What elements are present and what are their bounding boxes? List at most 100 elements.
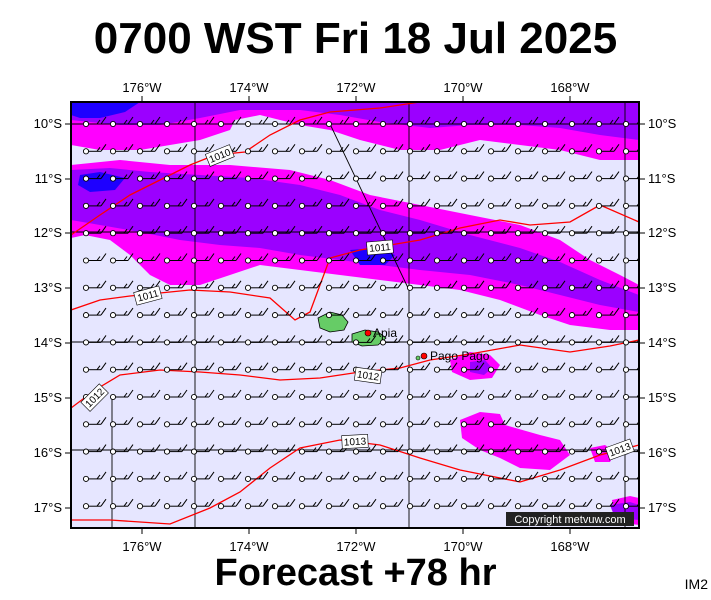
wind-barb-feather — [447, 474, 452, 480]
wind-barb-station — [217, 393, 225, 401]
wind-barb-feather — [289, 444, 296, 452]
wind-barb-station — [487, 312, 495, 319]
wind-barb-station — [541, 339, 549, 346]
wind-barb-station — [271, 175, 279, 182]
wind-barb-station — [298, 312, 306, 319]
wind-barb-station — [325, 257, 333, 264]
wind-barb-feather — [343, 362, 350, 370]
wind-barb-feather — [370, 362, 377, 370]
wind-barb-station — [514, 257, 522, 264]
wind-barb-feather — [127, 335, 134, 343]
wind-barb-feather — [316, 225, 323, 234]
wind-barb-station — [109, 175, 117, 182]
wind-barb-station — [352, 148, 360, 155]
wind-barb-feather — [420, 338, 425, 343]
wind-barb-station — [190, 120, 198, 128]
wind-barb-feather — [100, 444, 107, 452]
wind-barb-station — [217, 230, 225, 237]
wind-barb-feather — [555, 119, 560, 125]
wind-barb-station — [595, 148, 603, 155]
wind-barb-station — [487, 503, 495, 510]
wind-barb-station — [244, 257, 252, 264]
wind-barb-station — [352, 230, 360, 237]
wind-barb-station — [568, 421, 576, 428]
wind-barb-station — [622, 202, 630, 209]
wind-barb-feather — [451, 116, 458, 125]
wind-barb-feather — [505, 417, 512, 425]
wind-barb-station — [433, 448, 441, 455]
wind-barb-feather — [289, 362, 296, 370]
wind-barb-feather — [505, 116, 512, 125]
wind-barb-feather — [181, 417, 188, 425]
wind-barb-feather — [505, 335, 512, 343]
wind-barb-feather — [420, 419, 425, 425]
wind-barb-station — [190, 175, 198, 182]
lat-label-left-16: 16°S — [34, 445, 63, 460]
wind-barb-station — [136, 503, 144, 510]
wind-barb-feather — [555, 174, 560, 179]
wind-barb-feather — [451, 280, 458, 289]
wind-barb-feather — [420, 174, 425, 179]
wind-barb-feather — [582, 256, 587, 261]
wind-barb-feather — [100, 144, 107, 152]
wind-barb-feather — [289, 225, 296, 234]
wind-barb-feather — [582, 501, 587, 507]
wind-barb-feather — [641, 281, 646, 288]
wind-barb-station — [514, 421, 522, 428]
wind-barb-station — [352, 503, 360, 510]
wind-barb-feather — [204, 228, 209, 234]
wind-barb-feather — [177, 447, 182, 452]
wind-barb-feather — [447, 201, 452, 207]
wind-barb-feather — [127, 389, 134, 398]
wind-barb-feather — [231, 392, 236, 398]
wind-barb-station — [190, 312, 198, 319]
wind-barb-feather — [370, 225, 377, 234]
wind-barb-feather — [641, 499, 646, 506]
wind-barb-feather — [127, 280, 134, 289]
wind-barb-feather — [528, 256, 533, 261]
wind-barb-feather — [609, 283, 614, 289]
wind-barb-feather — [289, 253, 296, 261]
wind-barb-feather — [316, 198, 323, 207]
wind-barb-feather — [127, 253, 134, 261]
wind-barb-feather — [262, 362, 269, 370]
lon-labels-top: 176°W 174°W 172°W 170°W 168°W — [122, 80, 590, 95]
wind-barb-station — [487, 202, 495, 209]
wind-barb-feather — [397, 253, 404, 261]
wind-barb-feather — [312, 310, 317, 316]
wind-barb-feather — [474, 119, 479, 125]
wind-barb-feather — [397, 307, 404, 316]
wind-barb-feather — [231, 228, 236, 234]
wind-barb-feather — [420, 365, 425, 371]
wind-barb-feather — [393, 419, 398, 425]
lon-label-top-168: 168°W — [550, 80, 590, 95]
wind-barb-station — [190, 202, 198, 209]
wind-barb-feather — [366, 447, 371, 452]
lon-label-bottom-174: 174°W — [229, 539, 269, 554]
wind-barb-feather — [474, 174, 479, 179]
wind-barb-feather — [474, 310, 479, 316]
wind-barb-feather — [235, 444, 242, 452]
wind-barb-feather — [555, 365, 560, 371]
wind-barb-feather — [258, 474, 263, 480]
wind-barb-station — [541, 202, 549, 209]
wind-barb-station — [190, 339, 198, 346]
wind-barb-feather — [258, 256, 263, 261]
wind-barb-feather — [559, 335, 566, 343]
wind-barb-feather — [424, 362, 431, 370]
wind-barb-feather — [150, 474, 155, 480]
wind-barb-feather — [555, 338, 560, 343]
wind-barb-station — [595, 120, 603, 128]
wind-barb-feather — [641, 172, 646, 179]
wind-barb-station — [244, 366, 252, 373]
wind-barb-feather — [262, 225, 269, 234]
wind-barb-feather — [262, 389, 269, 398]
wind-barb-feather — [451, 498, 458, 507]
wind-barb-station — [325, 175, 333, 182]
wind-barb-feather — [285, 174, 290, 179]
wind-barb-feather — [532, 280, 539, 289]
wind-barb-station — [325, 421, 333, 428]
wind-barb-station — [568, 284, 576, 291]
wind-barb-feather — [420, 392, 425, 398]
wind-barb-feather — [204, 392, 209, 398]
